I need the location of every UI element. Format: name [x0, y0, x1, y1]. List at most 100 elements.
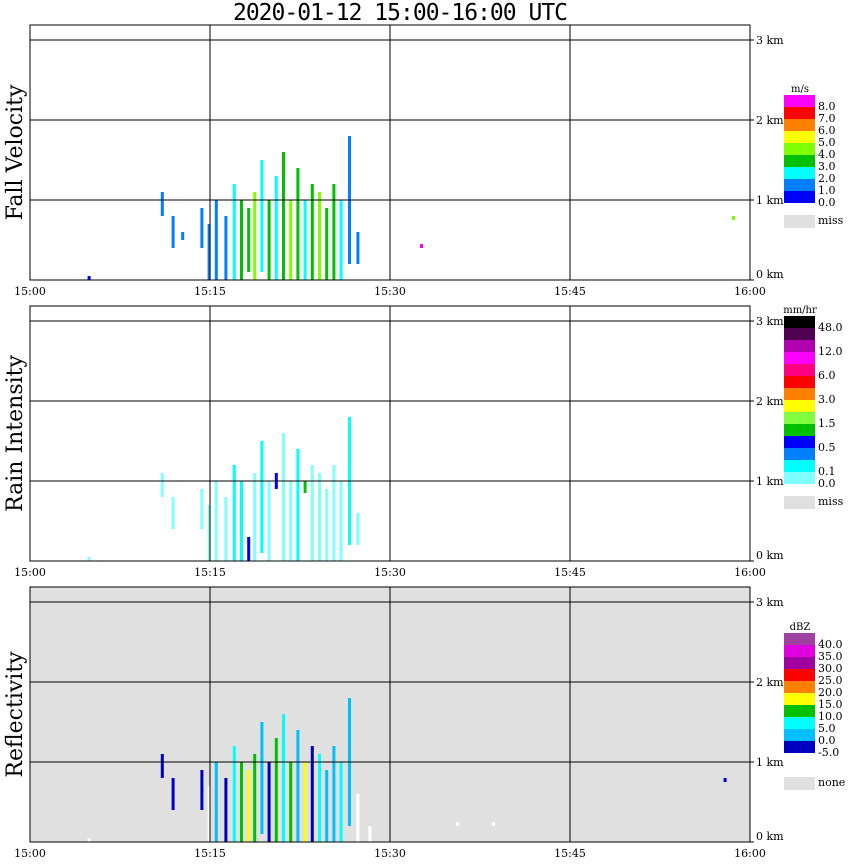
echo-column: [232, 184, 236, 280]
echo-column: [325, 208, 329, 280]
echo-column: [325, 489, 329, 561]
echo-column: [207, 786, 211, 842]
echo-column: [420, 244, 423, 248]
colorbar-label: 0.0: [818, 734, 836, 747]
colorbar-swatch: [784, 741, 815, 753]
colorbar-missing-swatch: [784, 777, 815, 790]
x-tick-label: 16:00: [734, 847, 766, 860]
colorbar-swatch: [784, 400, 815, 412]
echo-column: [356, 794, 360, 842]
y-tick-label: 3 km: [756, 34, 784, 47]
echo-column: [303, 481, 307, 493]
colorbar-label: 10.0: [818, 710, 843, 723]
echo-column: [456, 822, 459, 826]
echo-column: [310, 746, 314, 842]
echo-column: [240, 762, 243, 842]
echo-column: [332, 184, 336, 280]
colorbar-swatch: [784, 657, 815, 669]
echo-column: [325, 770, 329, 842]
echo-column: [247, 208, 251, 272]
colorbar-swatch: [784, 316, 815, 328]
colorbar-missing-swatch: [784, 215, 815, 228]
y-tick-label: 1 km: [756, 475, 784, 488]
colorbar-swatch: [784, 460, 815, 472]
colorbar-swatch: [784, 448, 815, 460]
x-tick-label: 15:45: [554, 566, 586, 579]
colorbar-label: 15.0: [818, 698, 843, 711]
colorbar-label: 48.0: [818, 321, 843, 334]
colorbar-label: 3.0: [818, 393, 836, 406]
x-tick-label: 15:00: [14, 847, 46, 860]
colorbar-label: 0.0: [818, 477, 836, 490]
echo-column: [289, 200, 293, 280]
echo-column: [224, 778, 228, 842]
colorbar-swatch: [784, 753, 815, 765]
colorbar-missing-swatch: [784, 496, 815, 509]
colorbar-swatch: [784, 352, 815, 364]
x-tick-label: 15:15: [194, 566, 226, 579]
echo-column: [232, 746, 236, 842]
echo-column: [339, 200, 343, 280]
echo-column: [723, 778, 727, 782]
colorbar-label: 4.0: [818, 148, 836, 161]
colorbar-label: 40.0: [818, 638, 843, 651]
echo-column: [332, 746, 336, 842]
colorbar-units: dBZ: [790, 622, 811, 633]
colorbar-swatch: [784, 143, 815, 155]
echo-column: [260, 722, 264, 834]
echo-column: [87, 557, 91, 561]
colorbar-label: 5.0: [818, 722, 836, 735]
colorbar-swatch: [784, 412, 815, 424]
y-tick-label: 3 km: [756, 596, 784, 609]
colorbar-swatch: [784, 705, 815, 717]
colorbar-label: 6.0: [818, 369, 836, 382]
echo-column: [160, 754, 164, 778]
echo-column: [282, 433, 285, 561]
echo-column: [207, 224, 211, 280]
colorbar-swatch: [784, 131, 815, 143]
x-tick-label: 15:15: [194, 847, 226, 860]
echo-column: [310, 465, 314, 561]
echo-column: [214, 481, 218, 561]
echo-column: [253, 473, 257, 561]
colorbar-label: 1.0: [818, 184, 836, 197]
plot-frame: [29, 24, 751, 281]
echo-column: [274, 176, 278, 280]
colorbar-label: 1.5: [818, 417, 836, 430]
echo-column: [267, 200, 271, 280]
x-tick-label: 16:00: [734, 566, 766, 579]
echo-column: [181, 232, 185, 240]
echo-column: [267, 762, 271, 842]
x-tick-label: 16:00: [734, 285, 766, 298]
colorbar-label: 2.0: [818, 172, 836, 185]
echo-column: [332, 465, 336, 561]
echo-column: [214, 200, 218, 280]
y-tick-label: 0 km: [756, 268, 784, 281]
echo-column: [240, 481, 243, 561]
colorbar-swatch: [784, 107, 815, 119]
colorbar-swatch: [784, 119, 815, 131]
colorbar-units: mm/hr: [783, 305, 817, 316]
y-tick-label: 3 km: [756, 315, 784, 328]
echo-column: [253, 192, 257, 280]
x-tick-label: 15:30: [374, 566, 406, 579]
plot-frame: [29, 305, 751, 562]
echo-column: [492, 822, 495, 826]
colorbar-swatch: [784, 328, 815, 340]
colorbar-swatch: [784, 693, 815, 705]
echo-column: [318, 473, 321, 561]
colorbar-units: m/s: [791, 84, 809, 95]
colorbar-swatch: [784, 472, 815, 484]
colorbar-swatch: [784, 388, 815, 400]
echo-column: [310, 184, 314, 280]
colorbar-swatch: [784, 717, 815, 729]
colorbar-missing-label: none: [818, 776, 845, 789]
echo-column: [207, 505, 211, 561]
y-tick-label: 2 km: [756, 676, 784, 689]
colorbar-swatch: [784, 729, 815, 741]
echo-column: [171, 497, 175, 529]
echo-column: [339, 481, 343, 561]
colorbar-label: 35.0: [818, 650, 843, 663]
colorbar-swatch: [784, 424, 815, 436]
colorbar-swatch: [784, 633, 815, 645]
